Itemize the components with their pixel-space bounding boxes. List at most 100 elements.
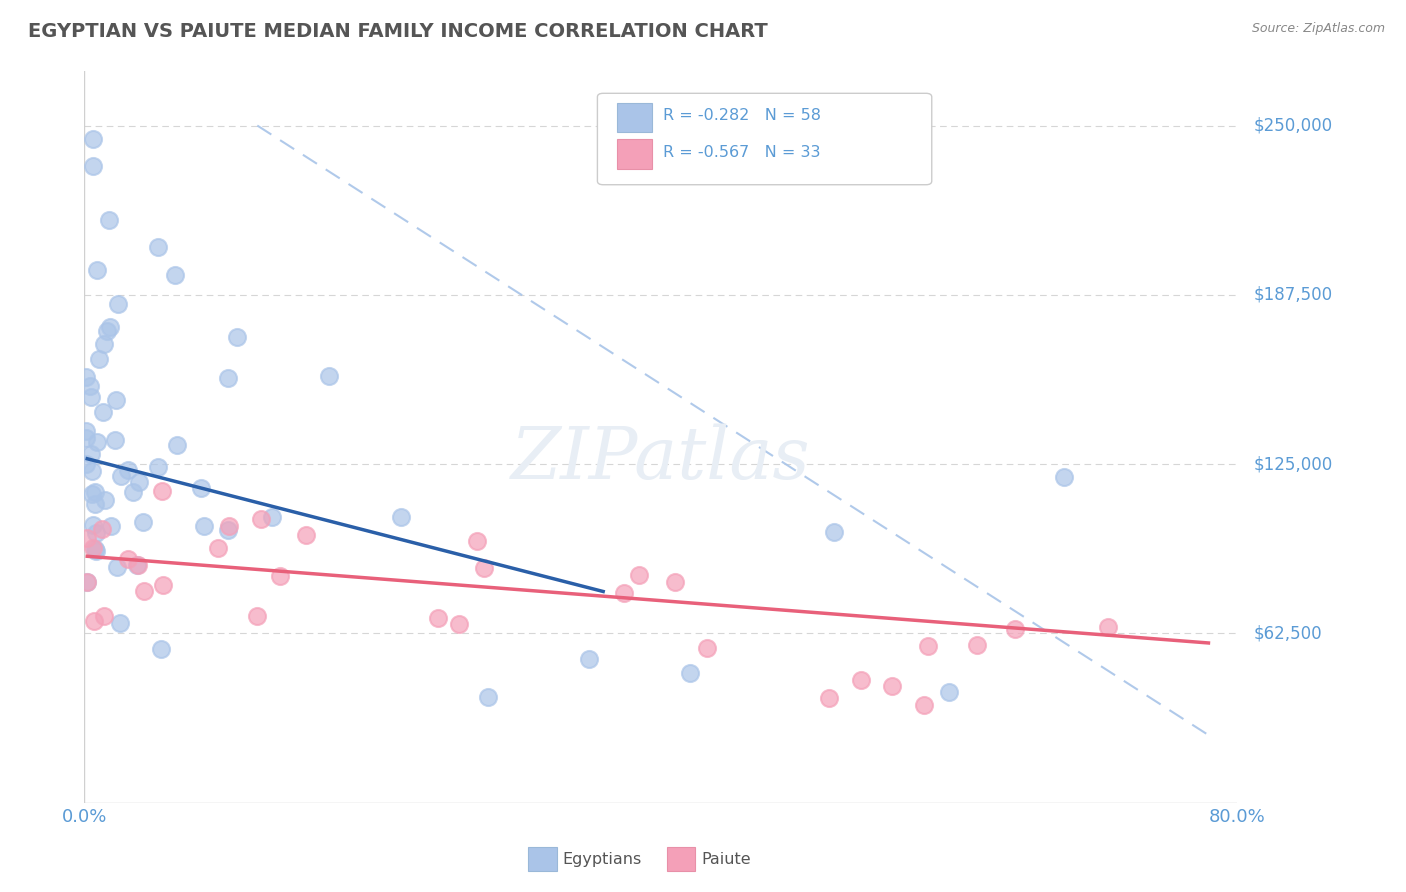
Point [128, 475, 150, 490]
Point [80, 487, 103, 501]
Point [83, 497, 105, 511]
Point [80, 464, 103, 478]
Point [75, 369, 97, 384]
Point [127, 558, 149, 572]
Point [91, 405, 114, 419]
Point [226, 329, 249, 343]
Point [912, 698, 935, 713]
Point [100, 518, 122, 533]
Point [86, 263, 108, 277]
Point [163, 268, 186, 282]
Point [87, 352, 110, 367]
Text: Paiute: Paiute [702, 852, 751, 867]
Point [117, 552, 139, 566]
Text: $125,000: $125,000 [1254, 455, 1333, 473]
Point [166, 438, 188, 452]
Point [146, 240, 169, 254]
Point [100, 320, 122, 334]
Bar [617, 103, 651, 132]
Point [79, 391, 101, 405]
Point [269, 569, 291, 583]
Point [149, 642, 172, 657]
Point [82, 541, 104, 555]
Point [1053, 470, 1076, 484]
Point [110, 469, 132, 483]
Point [193, 519, 215, 533]
Point [76, 575, 98, 590]
Point [150, 484, 173, 499]
Point [578, 652, 600, 666]
Point [427, 611, 450, 625]
Text: ZIPatlas: ZIPatlas [510, 424, 811, 494]
Text: Source: ZipAtlas.com: Source: ZipAtlas.com [1251, 22, 1385, 36]
Bar [529, 847, 557, 871]
FancyBboxPatch shape [598, 94, 932, 185]
Point [76, 532, 98, 546]
Point [96, 324, 118, 338]
Point [134, 584, 156, 599]
Point [465, 533, 488, 548]
Point [627, 567, 650, 582]
Point [391, 509, 413, 524]
Point [84, 526, 107, 541]
Point [250, 512, 273, 526]
Text: R = -0.282   N = 58: R = -0.282 N = 58 [664, 109, 821, 123]
Point [121, 484, 143, 499]
Point [79, 379, 101, 393]
Point [474, 561, 496, 575]
Point [105, 560, 128, 574]
Point [84, 485, 107, 500]
Point [1004, 623, 1026, 637]
Point [664, 574, 686, 589]
Point [84, 542, 107, 557]
Point [86, 434, 108, 449]
Bar [666, 847, 696, 871]
Point [477, 690, 499, 704]
Point [75, 424, 97, 438]
Point [93, 337, 115, 351]
Point [823, 525, 845, 540]
Point [125, 558, 148, 572]
Point [449, 617, 471, 632]
Point [146, 459, 169, 474]
Point [75, 431, 97, 445]
Point [849, 673, 872, 687]
Point [132, 515, 155, 529]
Point [260, 509, 283, 524]
Point [80, 447, 103, 461]
Bar [617, 139, 651, 169]
Text: $62,500: $62,500 [1254, 624, 1323, 642]
Point [613, 585, 636, 599]
Point [108, 615, 131, 630]
Point [97, 213, 120, 227]
Point [218, 518, 240, 533]
Point [91, 522, 114, 536]
Point [94, 493, 117, 508]
Point [966, 638, 988, 652]
Text: $250,000: $250,000 [1254, 117, 1333, 135]
Point [107, 297, 129, 311]
Point [104, 392, 127, 407]
Point [295, 528, 318, 542]
Point [318, 368, 340, 383]
Point [818, 690, 841, 705]
Point [75, 457, 97, 471]
Point [679, 666, 702, 681]
Point [190, 481, 212, 495]
Point [76, 574, 98, 589]
Point [938, 684, 960, 698]
Point [1097, 620, 1119, 634]
Point [82, 132, 104, 146]
Point [93, 608, 115, 623]
Point [218, 523, 240, 537]
Point [217, 370, 239, 384]
Point [917, 639, 939, 653]
Point [83, 615, 105, 629]
Text: EGYPTIAN VS PAIUTE MEDIAN FAMILY INCOME CORRELATION CHART: EGYPTIAN VS PAIUTE MEDIAN FAMILY INCOME … [28, 22, 768, 41]
Text: Egyptians: Egyptians [562, 852, 643, 867]
Point [207, 541, 229, 556]
Text: R = -0.567   N = 33: R = -0.567 N = 33 [664, 145, 821, 160]
Point [882, 679, 904, 693]
Point [104, 434, 127, 448]
Point [117, 463, 139, 477]
